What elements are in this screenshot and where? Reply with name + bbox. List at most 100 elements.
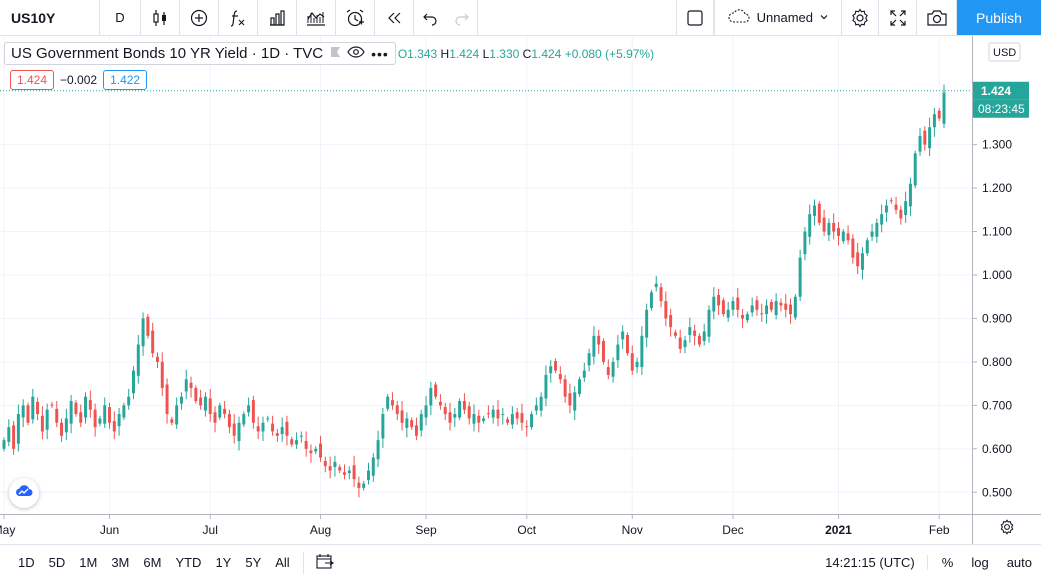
candle bbox=[640, 326, 644, 375]
candle-body bbox=[578, 379, 581, 395]
redo-button[interactable] bbox=[446, 0, 478, 35]
buy-price-box[interactable]: 1.422 bbox=[103, 70, 148, 90]
candle bbox=[712, 287, 716, 320]
indicators-button[interactable] bbox=[219, 0, 258, 35]
range-ytd[interactable]: YTD bbox=[175, 555, 202, 570]
candle-body bbox=[736, 297, 740, 310]
interval-button[interactable]: D bbox=[100, 0, 141, 35]
candle-body bbox=[31, 396, 35, 420]
candle bbox=[515, 407, 519, 425]
candle bbox=[155, 352, 159, 368]
candle-body bbox=[458, 401, 462, 418]
candlestick-chart[interactable] bbox=[0, 36, 1041, 514]
candle bbox=[549, 360, 553, 383]
bid-ask-row: 1.424 −0.002 1.422 bbox=[10, 70, 148, 90]
range-6m[interactable]: 6M bbox=[143, 555, 162, 570]
gear-icon bbox=[850, 7, 870, 28]
candle-body bbox=[194, 387, 198, 402]
candle-body bbox=[309, 450, 313, 454]
range-1m[interactable]: 1M bbox=[79, 555, 98, 570]
fullscreen-select-button[interactable] bbox=[675, 0, 714, 35]
price-axis[interactable]: 0.500 0.600 0.700 0.800 0.900 1.000 1.100 1.200… bbox=[972, 36, 1041, 514]
candle-body bbox=[784, 303, 788, 310]
undo-button[interactable] bbox=[414, 0, 446, 35]
low-value: 1.330 bbox=[489, 46, 520, 61]
candle-body bbox=[592, 335, 596, 357]
candle-body bbox=[64, 418, 68, 433]
candle bbox=[827, 218, 831, 242]
symbol-search-button[interactable]: US10Y bbox=[0, 0, 100, 35]
candle bbox=[69, 394, 73, 434]
fullscreen-button[interactable] bbox=[879, 0, 917, 35]
log-toggle[interactable]: log bbox=[971, 555, 989, 570]
range-5d[interactable]: 5D bbox=[48, 555, 66, 570]
templates-button[interactable] bbox=[297, 0, 336, 35]
tradingview-logo[interactable] bbox=[9, 478, 39, 508]
candle-body bbox=[357, 482, 361, 488]
candle-body bbox=[93, 409, 97, 428]
high-value: 1.424 bbox=[449, 46, 480, 61]
candle-body bbox=[913, 153, 917, 186]
candle bbox=[103, 397, 107, 428]
candle bbox=[347, 466, 351, 480]
candle bbox=[769, 299, 773, 313]
candle-body bbox=[649, 292, 653, 309]
bars-chart-icon bbox=[268, 9, 286, 27]
price-tick-label: 0.700 bbox=[982, 398, 1012, 412]
price-tick-label: 0.800 bbox=[982, 355, 1012, 369]
candle-body bbox=[597, 335, 601, 345]
publish-button[interactable]: Publish bbox=[957, 0, 1041, 35]
snapshot-button[interactable] bbox=[917, 0, 957, 35]
eye-icon[interactable] bbox=[347, 45, 365, 62]
candle-body bbox=[55, 408, 59, 423]
candle bbox=[304, 431, 308, 457]
range-5y[interactable]: 5Y bbox=[245, 555, 262, 570]
auto-toggle[interactable]: auto bbox=[1006, 555, 1032, 570]
candle-body bbox=[870, 231, 874, 237]
price-tick-label: 0.900 bbox=[982, 311, 1012, 325]
currency-button[interactable]: USD bbox=[988, 42, 1021, 62]
settings-button[interactable] bbox=[841, 0, 879, 35]
layout-name-button[interactable]: Unnamed bbox=[713, 0, 841, 35]
range-all[interactable]: All bbox=[275, 555, 290, 570]
range-1y[interactable]: 1Y bbox=[215, 555, 232, 570]
range-3m[interactable]: 3M bbox=[111, 555, 130, 570]
candle-body bbox=[410, 420, 414, 428]
price-tick-label: 1.200 bbox=[982, 181, 1012, 195]
range-1d[interactable]: 1D bbox=[18, 555, 35, 570]
price-tick-label: 1.100 bbox=[982, 225, 1012, 239]
countdown-value: 08:23:45 bbox=[978, 102, 1025, 116]
time-tick-label: Oct bbox=[517, 523, 536, 537]
legend-title-box[interactable]: US Government Bonds 10 YR Yield · 1D · T… bbox=[4, 42, 396, 65]
flag-icon[interactable] bbox=[329, 45, 341, 62]
candle-body bbox=[189, 382, 193, 388]
financials-button[interactable] bbox=[258, 0, 297, 35]
compare-button[interactable] bbox=[180, 0, 219, 35]
time-axis[interactable]: MayJunJulAugSepOctNovDec2021FebMar bbox=[0, 514, 1041, 544]
candle bbox=[112, 411, 116, 440]
chart-type-button[interactable] bbox=[141, 0, 180, 35]
candle bbox=[635, 357, 639, 374]
last-price-tag bbox=[973, 81, 1029, 100]
alert-button[interactable] bbox=[336, 0, 375, 35]
candle-body bbox=[904, 201, 908, 216]
goto-date-button[interactable] bbox=[310, 553, 340, 572]
axis-settings-button[interactable] bbox=[972, 514, 1041, 544]
more-icon[interactable]: ••• bbox=[371, 45, 389, 62]
candle-body bbox=[846, 233, 850, 241]
close-label: C bbox=[522, 46, 532, 61]
percent-toggle[interactable]: % bbox=[941, 555, 954, 570]
chart-pane[interactable] bbox=[0, 36, 1041, 514]
candle-body bbox=[673, 332, 677, 336]
candle-body bbox=[472, 414, 476, 424]
sell-price-box[interactable]: 1.424 bbox=[10, 70, 55, 90]
candle bbox=[534, 397, 538, 415]
clock-time[interactable]: 14:21:15 (UTC) bbox=[813, 555, 928, 570]
candle-body bbox=[314, 448, 318, 452]
candle-body bbox=[654, 283, 658, 288]
replay-button[interactable] bbox=[375, 0, 414, 35]
candle bbox=[390, 392, 394, 410]
candle bbox=[832, 213, 836, 240]
candle bbox=[7, 419, 11, 447]
candle bbox=[227, 409, 231, 434]
